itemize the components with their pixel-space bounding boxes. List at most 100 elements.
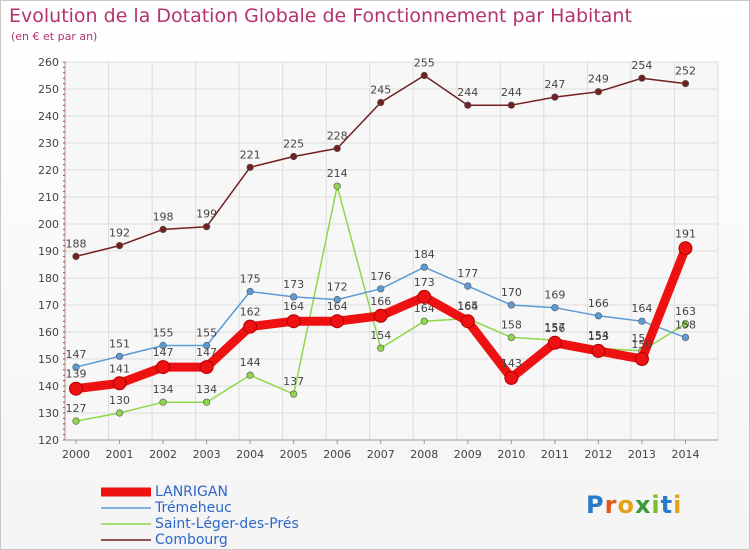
- data-label: 188: [66, 237, 87, 250]
- x-tick-label: 2006: [323, 448, 351, 461]
- data-label: 249: [588, 73, 609, 86]
- data-point: [638, 74, 646, 82]
- data-point: [507, 333, 515, 342]
- data-point: [333, 144, 341, 152]
- data-point: [156, 360, 171, 375]
- data-point: [72, 252, 80, 260]
- data-point: [373, 308, 388, 323]
- data-point: [115, 352, 124, 360]
- data-point: [290, 390, 298, 398]
- data-point: [551, 304, 559, 312]
- data-label: 147: [153, 346, 174, 359]
- data-point: [69, 381, 83, 396]
- data-point: [333, 182, 341, 190]
- data-label: 228: [327, 129, 348, 142]
- data-label: 155: [196, 327, 217, 340]
- legend-swatch-tremeheuc: [101, 507, 151, 509]
- data-label: 163: [675, 305, 696, 318]
- data-point: [246, 163, 254, 171]
- data-label: 154: [370, 329, 391, 342]
- legend-swatch-combourg: [101, 539, 151, 541]
- data-point: [115, 409, 124, 417]
- y-tick-label: 140: [38, 380, 59, 393]
- data-label: 245: [370, 84, 391, 97]
- data-point: [290, 293, 298, 301]
- data-point: [460, 314, 475, 329]
- legend-item-tremeheuc: Trémeheuc: [101, 500, 299, 516]
- chart-subtitle: (en € et par an): [11, 30, 98, 43]
- data-label: 173: [414, 276, 435, 289]
- legend-swatch-lanrigan: [101, 487, 151, 497]
- data-label: 144: [240, 356, 261, 369]
- legend: LANRIGAN Trémeheuc Saint-Léger-des-Prés …: [101, 484, 299, 548]
- data-point: [333, 296, 341, 304]
- y-tick-label: 190: [38, 245, 59, 258]
- legend-swatch-saint-leger: [101, 523, 151, 525]
- data-label: 225: [283, 138, 304, 151]
- data-point: [377, 344, 385, 352]
- data-point: [72, 417, 80, 425]
- data-point: [330, 314, 345, 329]
- data-label: 155: [153, 327, 174, 340]
- data-label: 175: [240, 273, 261, 286]
- data-label: 177: [457, 267, 478, 280]
- data-point: [507, 101, 515, 109]
- y-tick-label: 250: [38, 83, 59, 96]
- data-point: [547, 335, 562, 350]
- data-label: 154: [588, 329, 609, 342]
- y-tick-label: 150: [38, 353, 59, 366]
- data-point: [203, 398, 211, 406]
- x-tick-label: 2011: [541, 448, 569, 461]
- data-label: 164: [457, 300, 478, 313]
- y-tick-label: 230: [38, 137, 59, 150]
- data-label: 150: [631, 338, 652, 351]
- data-label: 157: [544, 321, 565, 334]
- data-point: [290, 152, 298, 161]
- data-label: 143: [501, 357, 522, 370]
- data-point: [507, 301, 515, 309]
- y-tick-label: 210: [38, 191, 59, 204]
- data-label: 158: [501, 318, 522, 331]
- data-label: 244: [457, 86, 478, 99]
- data-label: 156: [544, 322, 565, 335]
- data-label: 134: [153, 383, 174, 396]
- y-tick-label: 120: [38, 434, 59, 447]
- x-tick-label: 2009: [454, 448, 482, 461]
- data-label: 153: [588, 330, 609, 343]
- data-point: [159, 225, 167, 233]
- data-label: 164: [283, 300, 304, 313]
- data-point: [591, 343, 606, 358]
- data-label: 199: [196, 208, 217, 221]
- data-label: 147: [66, 348, 87, 361]
- x-tick-label: 2013: [628, 448, 656, 461]
- data-point: [678, 241, 693, 256]
- data-point: [72, 363, 80, 371]
- data-label: 198: [153, 210, 174, 223]
- x-tick-label: 2003: [193, 448, 221, 461]
- data-point: [246, 371, 254, 379]
- data-point: [504, 370, 519, 385]
- legend-label-lanrigan: LANRIGAN: [155, 484, 228, 500]
- data-label: 164: [631, 302, 652, 315]
- x-tick-label: 2001: [106, 448, 134, 461]
- data-label: 164: [327, 300, 348, 313]
- data-label: 164: [414, 302, 435, 315]
- data-point: [246, 287, 254, 296]
- data-point: [681, 320, 690, 328]
- data-point: [681, 79, 690, 88]
- data-point: [159, 398, 167, 406]
- data-label: 166: [370, 295, 391, 308]
- x-tick-label: 2012: [584, 448, 612, 461]
- legend-label-combourg: Combourg: [155, 532, 228, 548]
- data-label: 165: [457, 300, 478, 313]
- data-label: 244: [501, 86, 522, 99]
- data-label: 130: [109, 394, 130, 407]
- data-label: 172: [327, 281, 348, 294]
- data-label: 247: [544, 78, 565, 91]
- y-tick-label: 160: [38, 326, 59, 339]
- data-point: [551, 93, 559, 101]
- y-tick-label: 240: [38, 110, 59, 123]
- data-label: 151: [109, 337, 130, 350]
